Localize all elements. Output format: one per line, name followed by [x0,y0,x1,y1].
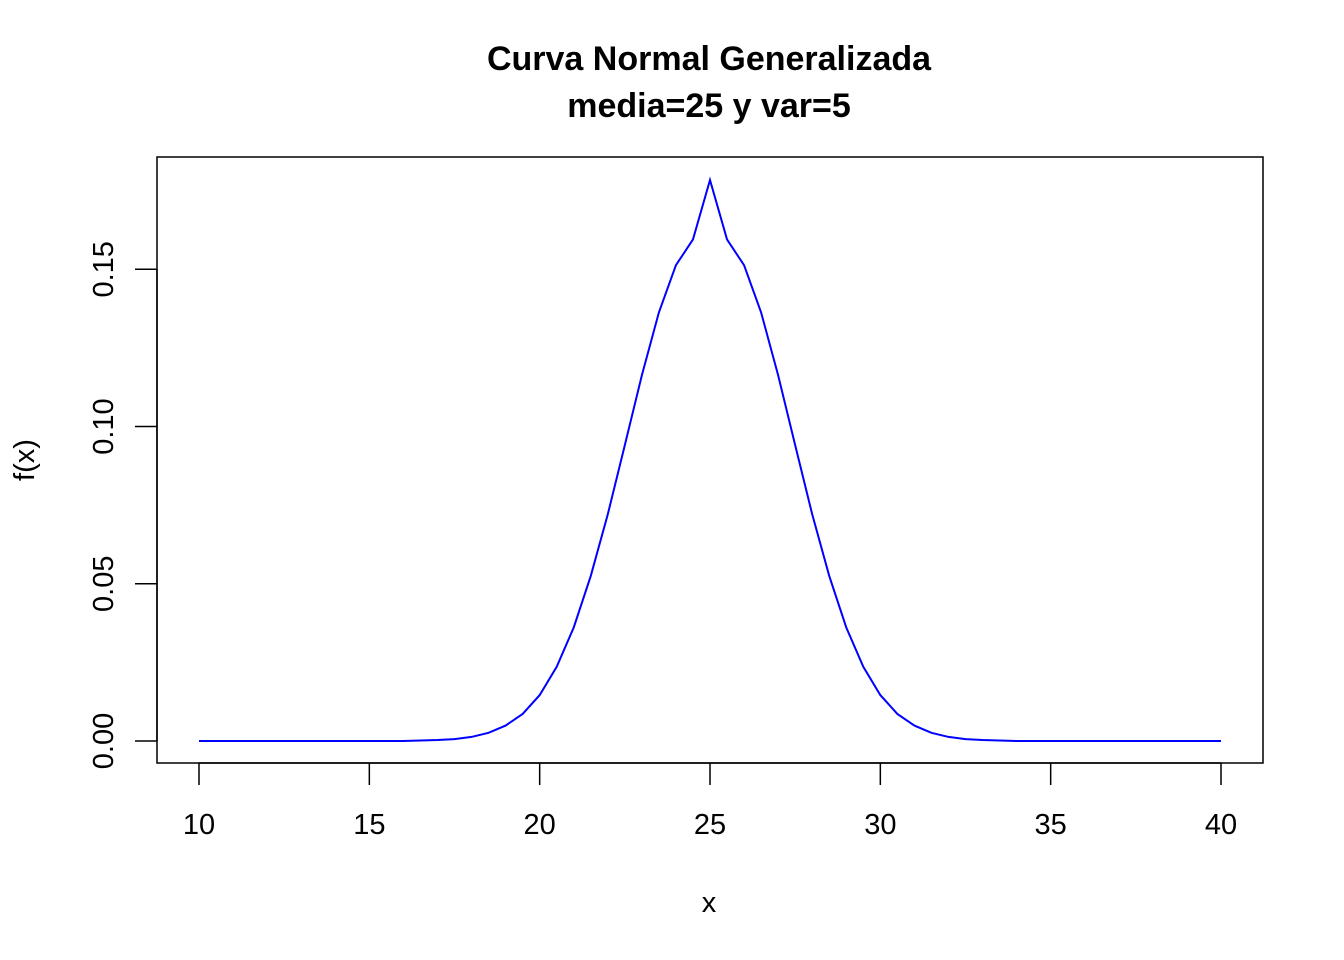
y-axis: 0.00 0.05 0.10 0.15 [88,241,158,769]
y-tick-label: 0.05 [88,556,120,612]
y-tick-label: 0.15 [88,241,120,297]
y-axis-label: f(x) [9,439,41,481]
chart-title: Curva Normal Generalizada [487,40,932,78]
series-line [199,176,1221,742]
x-tick-label: 10 [183,809,215,841]
x-tick-label: 25 [694,809,726,841]
x-tick-label: 40 [1205,809,1237,841]
x-tick-label: 35 [1035,809,1067,841]
x-tick-label: 30 [864,809,896,841]
x-tick-label: 20 [524,809,556,841]
x-axis: 10 15 20 25 30 35 40 [183,762,1237,841]
series-layer [199,176,1221,742]
y-tick-label: 0.10 [88,398,120,454]
x-axis-label: x [702,887,717,919]
plot-frame [156,156,1264,764]
chart-subtitle: media=25 y var=5 [567,87,851,125]
y-tick-label: 0.00 [88,713,120,769]
x-tick-label: 15 [353,809,385,841]
